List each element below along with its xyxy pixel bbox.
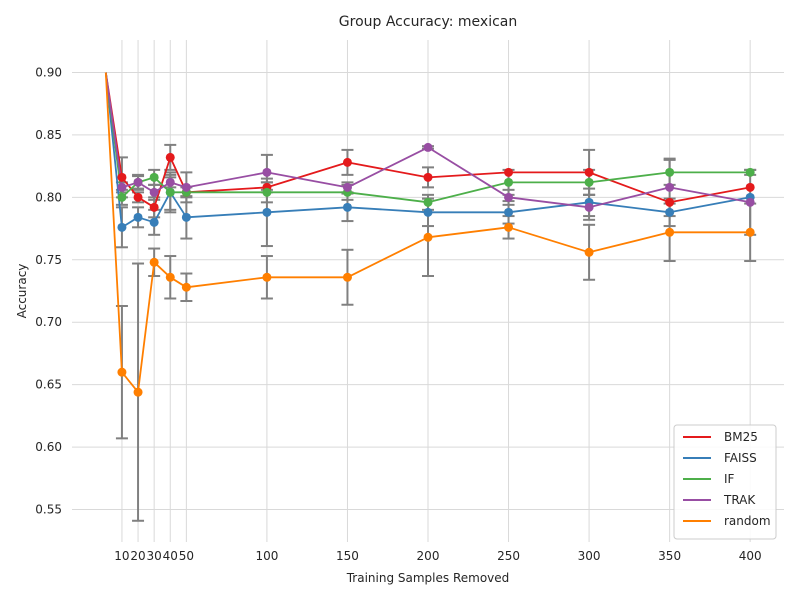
- x-axis-label: Training Samples Removed: [346, 571, 510, 585]
- y-tick-label: 0.60: [35, 440, 62, 454]
- data-point-random: [133, 387, 143, 397]
- data-point-if: [117, 192, 127, 202]
- x-axis-ticks: 10 20 30 40 50 100 150 200 250 300 350 400: [114, 549, 761, 563]
- data-point-trak: [342, 182, 352, 192]
- x-tick-label: 300: [578, 549, 601, 563]
- legend-box: [673, 424, 777, 540]
- y-tick-label: 0.85: [35, 128, 62, 142]
- x-tick-label: 250: [497, 549, 520, 563]
- legend-label-bm25: BM25: [724, 430, 758, 444]
- data-point-bm25: [133, 192, 143, 202]
- legend: BM25 FAISS IF TRAK random: [673, 424, 777, 540]
- x-tick-label: 20: [130, 549, 145, 563]
- data-point-random: [262, 272, 272, 282]
- data-point-faiss: [117, 222, 127, 232]
- data-point-bm25: [342, 157, 352, 167]
- data-point-trak: [584, 202, 594, 212]
- data-point-faiss: [262, 207, 272, 217]
- data-point-trak: [504, 192, 514, 202]
- data-point-faiss: [665, 207, 675, 217]
- data-point-faiss: [342, 202, 352, 212]
- data-point-faiss: [181, 212, 191, 222]
- data-point-trak: [133, 177, 143, 187]
- x-tick-label: 40: [163, 549, 178, 563]
- data-point-random: [665, 227, 675, 237]
- y-tick-label: 0.65: [35, 378, 62, 392]
- data-point-trak: [181, 182, 191, 192]
- y-tick-label: 0.75: [35, 253, 62, 267]
- data-point-bm25: [504, 167, 514, 177]
- legend-label-trak: TRAK: [723, 493, 756, 507]
- data-point-random: [504, 222, 514, 232]
- data-point-if: [423, 197, 433, 207]
- chart-title: Group Accuracy: mexican: [339, 14, 517, 30]
- data-point-if: [665, 167, 675, 177]
- data-point-bm25: [665, 197, 675, 207]
- data-point-faiss: [423, 207, 433, 217]
- data-point-if: [584, 177, 594, 187]
- data-point-faiss: [504, 207, 514, 217]
- y-axis-label: Accuracy: [15, 264, 29, 319]
- data-point-bm25: [165, 152, 175, 162]
- x-tick-label: 50: [179, 549, 194, 563]
- data-point-trak: [423, 142, 433, 152]
- data-point-bm25: [745, 182, 755, 192]
- series-markers: [117, 142, 755, 397]
- y-tick-label: 0.70: [35, 315, 62, 329]
- data-point-bm25: [423, 172, 433, 182]
- data-point-bm25: [584, 167, 594, 177]
- plot-area: [72, 40, 784, 542]
- data-point-trak: [262, 167, 272, 177]
- data-point-random: [342, 272, 352, 282]
- data-point-random: [165, 272, 175, 282]
- data-point-trak: [665, 182, 675, 192]
- data-point-random: [423, 232, 433, 242]
- data-point-faiss: [133, 212, 143, 222]
- data-point-bm25: [117, 172, 127, 182]
- x-tick-label: 100: [255, 549, 278, 563]
- data-point-trak: [149, 187, 159, 197]
- data-point-if: [149, 172, 159, 182]
- legend-items: BM25 FAISS IF TRAK random: [683, 430, 771, 528]
- data-point-if: [262, 187, 272, 197]
- data-point-random: [117, 367, 127, 377]
- legend-label-if: IF: [724, 472, 735, 486]
- data-point-random: [745, 227, 755, 237]
- data-point-trak: [117, 182, 127, 192]
- y-tick-label: 0.80: [35, 190, 62, 204]
- data-point-trak: [165, 177, 175, 187]
- legend-label-faiss: FAISS: [724, 451, 757, 465]
- data-point-trak: [745, 197, 755, 207]
- data-point-faiss: [149, 217, 159, 227]
- data-point-bm25: [149, 202, 159, 212]
- y-tick-label: 0.55: [35, 503, 62, 517]
- x-tick-label: 400: [739, 549, 762, 563]
- data-point-random: [181, 282, 191, 292]
- data-point-if: [745, 167, 755, 177]
- y-axis-ticks: 0.55 0.60 0.65 0.70 0.75 0.80 0.85 0.90: [35, 65, 62, 516]
- legend-label-random: random: [724, 514, 771, 528]
- x-tick-label: 10: [114, 549, 129, 563]
- y-tick-label: 0.90: [35, 65, 62, 79]
- x-tick-label: 350: [658, 549, 681, 563]
- x-tick-label: 150: [336, 549, 359, 563]
- x-tick-label: 200: [417, 549, 440, 563]
- data-point-if: [504, 177, 514, 187]
- data-point-random: [149, 257, 159, 267]
- data-point-if: [165, 187, 175, 197]
- data-point-random: [584, 247, 594, 257]
- x-tick-label: 30: [147, 549, 162, 563]
